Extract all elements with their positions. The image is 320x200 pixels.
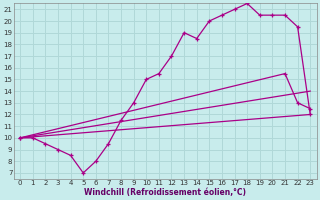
X-axis label: Windchill (Refroidissement éolien,°C): Windchill (Refroidissement éolien,°C)	[84, 188, 246, 197]
